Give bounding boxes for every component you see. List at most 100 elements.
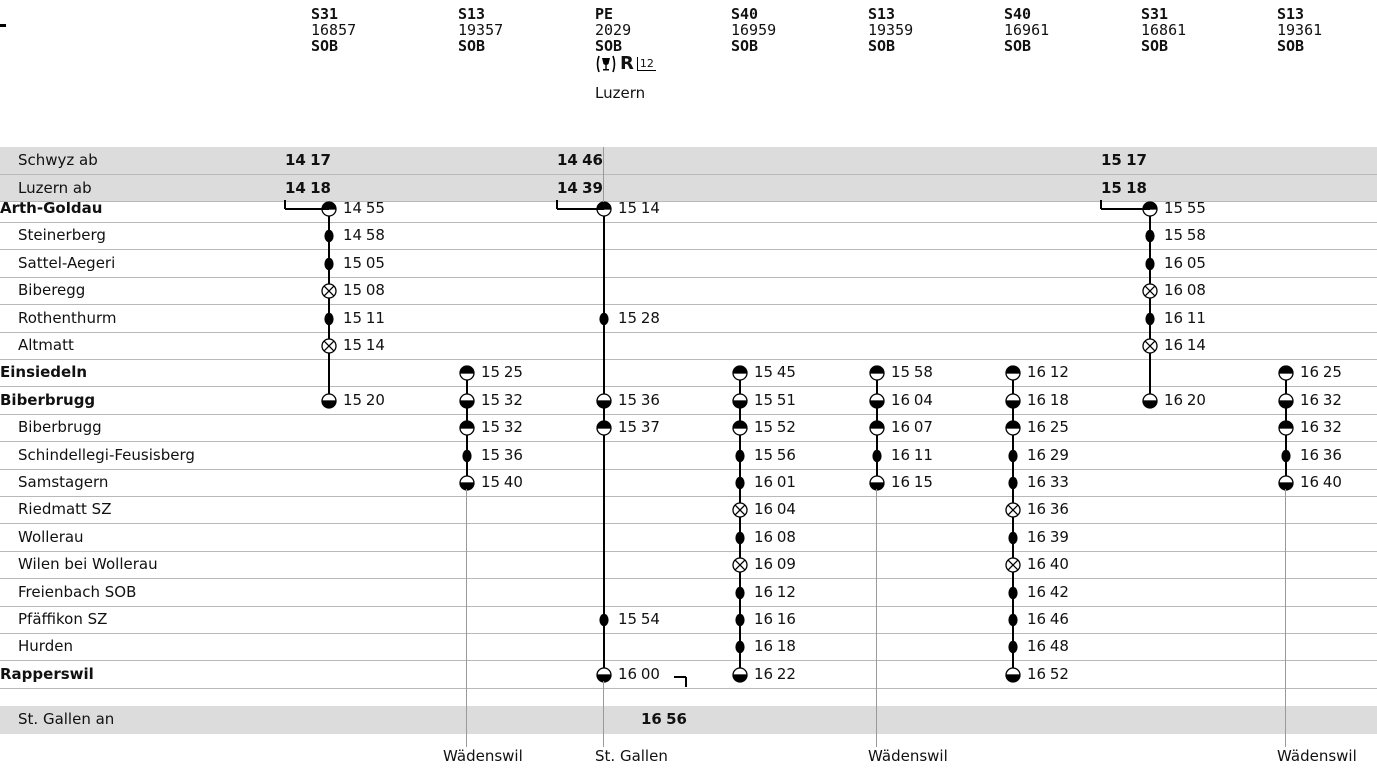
regular-stop-icon [1145, 229, 1155, 243]
regular-stop-icon [599, 613, 609, 627]
regular-stop-icon [324, 229, 334, 243]
train-route-line [1149, 209, 1151, 401]
train-header-s40-16961[interactable]: S40 16961 SOB [1004, 6, 1049, 54]
connection-band [0, 147, 1377, 174]
regular-stop-icon [1008, 531, 1018, 545]
stop-time: 16 15 [891, 473, 933, 491]
stop-time: 15 08 [343, 281, 385, 299]
through-departure-icon [1278, 475, 1294, 491]
connection-line [285, 208, 329, 210]
train-category: S13 [868, 5, 896, 23]
train-number: 19359 [868, 21, 914, 39]
request-stop-icon [1005, 557, 1021, 573]
continuation-line [603, 681, 605, 747]
stop-time: 15 36 [618, 391, 660, 409]
row-separator [0, 359, 1377, 360]
stop-time: 16 22 [754, 665, 796, 683]
row-separator [0, 688, 1377, 689]
stop-time: 15 14 [618, 199, 660, 217]
train-category: S31 [1141, 5, 1169, 23]
stop-time: 15 40 [481, 473, 523, 491]
train-header-s13-19359[interactable]: S13 19359 SOB [868, 6, 913, 54]
stop-time: 16 08 [754, 528, 796, 546]
request-stop-icon [321, 283, 337, 299]
through-arrival-icon [869, 420, 885, 436]
request-stop-icon [732, 557, 748, 573]
train-category: PE [595, 5, 614, 23]
stop-time: 16 12 [754, 583, 796, 601]
train-route-line [603, 209, 605, 675]
train-header-s40-16959[interactable]: S40 16959 SOB [731, 6, 776, 54]
stop-time: 16 20 [1164, 391, 1206, 409]
stop-time: 16 08 [1164, 281, 1206, 299]
stop-time: 15 28 [618, 309, 660, 327]
through-departure-icon [1142, 393, 1158, 409]
stop-time: 16 36 [1300, 446, 1342, 464]
connection-time: 14 18 [285, 179, 331, 197]
stop-time: 16 42 [1027, 583, 1069, 601]
stop-time: 15 51 [754, 391, 796, 409]
train-header-pe-2029[interactable]: PE 2029 SOB R 12 Luzern [595, 6, 656, 101]
request-stop-icon [1005, 502, 1021, 518]
stop-time: 15 32 [481, 391, 523, 409]
request-stop-icon [1142, 338, 1158, 354]
through-departure-icon [869, 393, 885, 409]
train-route-line [1100, 200, 1102, 209]
through-departure-icon [1005, 393, 1021, 409]
station-name: Pfäffikon SZ [18, 610, 108, 628]
station-name: Hurden [18, 637, 73, 655]
train-operator: SOB [868, 37, 896, 55]
train-header-s13-19357[interactable]: S13 19357 SOB [458, 6, 503, 54]
destination-label: Wädenswil [868, 747, 948, 765]
through-departure-icon [459, 475, 475, 491]
connection-station: Luzern ab [18, 179, 92, 197]
through-arrival-icon [596, 420, 612, 436]
station-name: Wollerau [18, 528, 84, 546]
train-operator: SOB [731, 37, 759, 55]
row-separator [0, 578, 1377, 579]
reservation-icon: R [620, 53, 634, 74]
train-number: 16959 [731, 21, 777, 39]
through-departure-icon [869, 475, 885, 491]
stop-time: 16 01 [754, 473, 796, 491]
row-separator [0, 277, 1377, 278]
stop-time: 15 14 [343, 336, 385, 354]
through-arrival-icon [869, 365, 885, 381]
train-header-s31-16857[interactable]: S31 16857 SOB [311, 6, 356, 54]
service-symbols: R 12 [595, 55, 656, 73]
regular-stop-icon [324, 312, 334, 326]
regular-stop-icon [735, 640, 745, 654]
stop-time: 14 58 [343, 226, 385, 244]
through-arrival-icon [1278, 420, 1294, 436]
stop-time: 16 29 [1027, 446, 1069, 464]
regular-stop-icon [735, 476, 745, 490]
row-separator [0, 249, 1377, 250]
train-operator: SOB [311, 37, 339, 55]
through-arrival-icon [1278, 365, 1294, 381]
regular-stop-icon [1008, 586, 1018, 600]
train-operator: SOB [1277, 37, 1305, 55]
corner-mark [0, 24, 6, 27]
row-separator [0, 304, 1377, 305]
through-departure-icon [321, 393, 337, 409]
station-name: Einsiedeln [0, 363, 88, 381]
stop-time: 16 39 [1027, 528, 1069, 546]
row-separator [0, 201, 1377, 202]
request-stop-icon [732, 502, 748, 518]
train-route-line [739, 373, 741, 675]
stop-time: 16 32 [1300, 418, 1342, 436]
train-number: 19357 [458, 21, 504, 39]
destination-label: St. Gallen [595, 747, 668, 765]
stop-time: 15 05 [343, 254, 385, 272]
stop-time: 16 12 [1027, 363, 1069, 381]
row-separator [0, 414, 1377, 415]
through-arrival-icon [1005, 365, 1021, 381]
regular-stop-icon [1145, 312, 1155, 326]
stop-time: 16 14 [1164, 336, 1206, 354]
connection-line [674, 676, 686, 678]
stop-time: 16 25 [1027, 418, 1069, 436]
train-header-s31-16861[interactable]: S31 16861 SOB [1141, 6, 1186, 54]
station-name: Samstagern [18, 473, 109, 491]
train-category: S40 [1004, 5, 1032, 23]
train-header-s13-19361[interactable]: S13 19361 SOB [1277, 6, 1322, 54]
